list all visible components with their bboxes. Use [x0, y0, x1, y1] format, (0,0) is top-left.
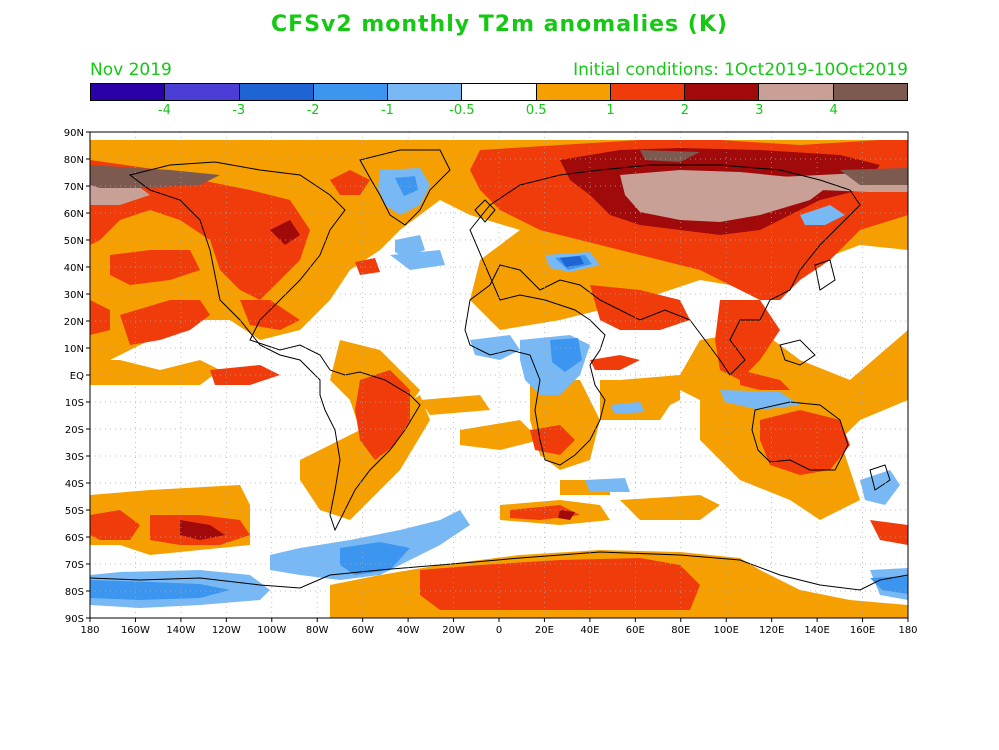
longitude-label: 120E	[759, 625, 784, 636]
longitude-label: 140W	[166, 625, 195, 636]
colorbar-labels: -4 -3 -2 -1 -0.5 0.5 1 2 3 4	[90, 103, 908, 123]
longitude-label: 180	[80, 625, 99, 636]
colorbar-label: 3	[755, 103, 764, 118]
latitude-label: 90N	[64, 128, 84, 139]
anomaly-fields	[90, 140, 908, 618]
latitude-label: 70S	[65, 560, 84, 571]
longitude-label: 0	[496, 625, 502, 636]
latitude-label: 80S	[65, 587, 84, 598]
colorbar-segment	[239, 84, 314, 100]
longitude-label: 60W	[351, 625, 374, 636]
latitude-label: EQ	[70, 371, 84, 382]
latitude-label: 20S	[65, 425, 84, 436]
colorbar-segment	[462, 84, 537, 100]
colorbar-label: -3	[232, 103, 246, 118]
colorbar-segment	[833, 84, 907, 100]
latitude-label: 10N	[64, 344, 84, 355]
colorbar-segment	[759, 84, 834, 100]
colorbar-label: -0.5	[449, 103, 475, 118]
colorbar-label: -1	[380, 103, 394, 118]
latitude-label: 30N	[64, 290, 84, 301]
colorbar-label: 2	[680, 103, 690, 118]
colorbar-segment	[388, 84, 463, 100]
latitude-label: 80N	[64, 155, 84, 166]
longitude-label: 80W	[306, 625, 329, 636]
anomaly-band-neg-2-3	[560, 256, 584, 267]
latitude-label: 30S	[65, 452, 84, 463]
latitude-label: 40N	[64, 263, 84, 274]
latitude-label: 20N	[64, 317, 84, 328]
longitude-label: 20E	[535, 625, 554, 636]
longitude-label: 20W	[442, 625, 465, 636]
colorbar-segment	[91, 84, 166, 100]
colorbar-label: 4	[829, 103, 838, 118]
latitude-label: 60N	[64, 209, 84, 220]
longitude-labels: 180 160W 140W 120W 100W 80W 60W 40W 20W 0 20E 40E 60…	[80, 618, 918, 636]
map-title: CFSv2 monthly T2m anomalies (K)	[271, 12, 728, 37]
coastlines	[90, 149, 908, 591]
latitude-label: 50N	[64, 236, 84, 247]
initial-conditions: Initial conditions: 1Oct2019-10Oct2019	[573, 60, 908, 80]
longitude-label: 80E	[671, 625, 690, 636]
longitude-label: 160E	[850, 625, 875, 636]
latitude-label: 50S	[65, 506, 84, 517]
longitude-label: 60E	[626, 625, 645, 636]
latitude-label: 90S	[65, 614, 84, 625]
colorbar-segment	[165, 84, 240, 100]
colorbar	[90, 83, 908, 101]
latitude-label: 40S	[65, 479, 84, 490]
longitude-label: 140E	[804, 625, 829, 636]
valid-month: Nov 2019	[90, 60, 172, 80]
longitude-label: 100W	[257, 625, 286, 636]
graticule	[90, 132, 908, 618]
longitude-label: 40E	[580, 625, 599, 636]
latitude-label: 10S	[65, 398, 84, 409]
longitude-label: 120W	[212, 625, 241, 636]
colorbar-segment	[610, 84, 686, 100]
latitude-label: 60S	[65, 533, 84, 544]
latitude-labels: 90N 80N 70N 60N 50N 40N 30N 20N 10N EQ 10S 20S 30S 40…	[64, 128, 90, 625]
colorbar-segment	[536, 84, 611, 100]
colorbar-label: 1	[606, 103, 615, 118]
colorbar-segment	[313, 84, 389, 100]
colorbar-label: -2	[306, 103, 320, 118]
latitude-label: 70N	[64, 182, 84, 193]
longitude-label: 100E	[714, 625, 739, 636]
longitude-label: 160W	[121, 625, 150, 636]
colorbar-label: -4	[157, 103, 171, 118]
longitude-label: 180	[898, 625, 917, 636]
longitude-label: 40W	[397, 625, 420, 636]
colorbar-segment	[685, 84, 760, 100]
colorbar-label: 0.5	[525, 103, 547, 118]
